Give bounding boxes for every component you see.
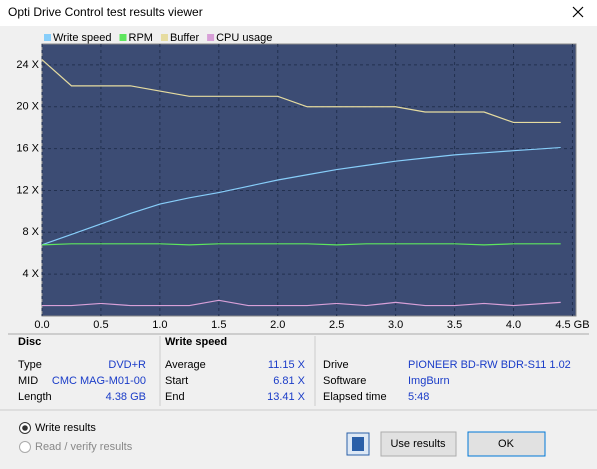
button-label[interactable]: Use results bbox=[390, 438, 446, 450]
info-label: Start bbox=[165, 375, 188, 387]
title-bar bbox=[0, 0, 597, 26]
plot-area bbox=[41, 43, 577, 317]
info-value: DVD+R bbox=[108, 359, 146, 371]
x-tick-label: 4.0 bbox=[506, 319, 521, 331]
info-label: Average bbox=[165, 359, 206, 371]
button[interactable] bbox=[467, 431, 546, 457]
series-line bbox=[42, 299, 561, 307]
window-title: Opti Drive Control test results viewer bbox=[8, 5, 203, 19]
x-tick-label: 0.0 bbox=[34, 319, 49, 331]
info-value: 5:48 bbox=[408, 391, 429, 403]
info-label: Type bbox=[18, 359, 42, 371]
legend-swatch bbox=[44, 34, 51, 41]
x-tick-label: 2.0 bbox=[270, 319, 285, 331]
radio-dot bbox=[22, 425, 28, 431]
legend-label: Write speed bbox=[53, 32, 112, 44]
y-tick-label: 12 X bbox=[16, 184, 39, 196]
info-value: 13.41 X bbox=[267, 391, 306, 403]
legend-label: Buffer bbox=[170, 32, 199, 44]
series-line bbox=[41, 243, 561, 246]
radio[interactable] bbox=[19, 441, 31, 453]
close-button[interactable] bbox=[572, 6, 584, 18]
info-value: ImgBurn bbox=[408, 375, 450, 387]
x-tick-label: 1.0 bbox=[152, 319, 167, 331]
y-tick-label: 24 X bbox=[16, 59, 39, 71]
radio-label[interactable]: Write results bbox=[35, 422, 96, 434]
x-tick-label: 3.0 bbox=[388, 319, 403, 331]
series-line bbox=[41, 59, 561, 124]
info-value: PIONEER BD-RW BDR-S11 1.02 bbox=[408, 359, 571, 371]
x-tick-label: 4.5 GB bbox=[555, 319, 589, 331]
button[interactable] bbox=[380, 431, 457, 457]
y-tick-label: 20 X bbox=[16, 101, 39, 113]
x-tick-label: 2.5 bbox=[329, 319, 344, 331]
info-value: 11.15 X bbox=[268, 359, 306, 371]
info-label: Elapsed time bbox=[323, 391, 387, 403]
radio-label[interactable]: Read / verify results bbox=[35, 441, 133, 453]
section-title: Write speed bbox=[165, 336, 227, 348]
info-value: CMC MAG-M01-00 bbox=[52, 375, 146, 387]
button-label[interactable]: OK bbox=[498, 438, 515, 450]
legend-swatch bbox=[207, 34, 215, 41]
legend-swatch bbox=[160, 34, 168, 41]
section-title: Disc bbox=[18, 336, 41, 348]
series-line bbox=[41, 146, 561, 246]
info-label: Length bbox=[18, 391, 52, 403]
y-tick-label: 4 X bbox=[22, 268, 39, 280]
x-tick-label: 0.5 bbox=[93, 319, 108, 331]
info-label: MID bbox=[18, 375, 38, 387]
x-tick-label: 3.5 bbox=[447, 319, 462, 331]
y-tick-label: 16 X bbox=[16, 143, 39, 155]
legend-swatch bbox=[119, 34, 127, 41]
y-tick-label: 8 X bbox=[22, 226, 39, 238]
info-value: 6.81 X bbox=[273, 375, 305, 387]
info-value: 4.38 GB bbox=[106, 391, 146, 403]
legend-label: CPU usage bbox=[216, 32, 272, 44]
info-label: Software bbox=[323, 375, 366, 387]
save-icon bbox=[352, 437, 364, 451]
info-label: Drive bbox=[323, 359, 349, 371]
info-label: End bbox=[165, 391, 185, 403]
x-tick-label: 1.5 bbox=[211, 319, 226, 331]
legend-label: RPM bbox=[129, 32, 153, 44]
